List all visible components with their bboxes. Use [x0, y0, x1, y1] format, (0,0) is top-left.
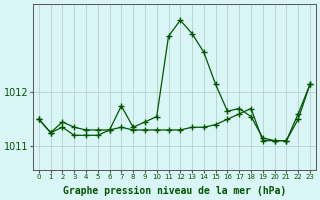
- X-axis label: Graphe pression niveau de la mer (hPa): Graphe pression niveau de la mer (hPa): [63, 186, 286, 196]
